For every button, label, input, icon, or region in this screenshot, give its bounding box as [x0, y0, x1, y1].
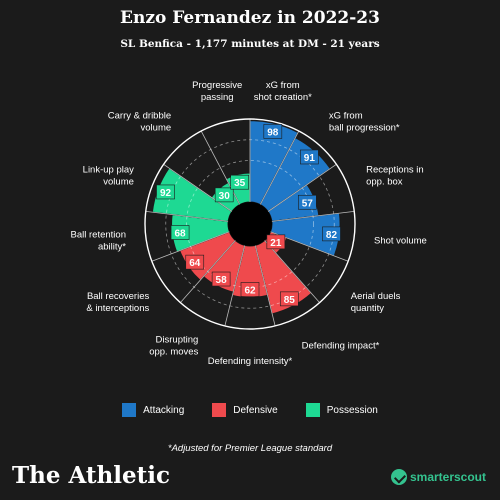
grid-spoke: [264, 240, 320, 303]
value-badge: [279, 291, 299, 307]
smarterscout-logo: smarterscout: [390, 469, 486, 485]
category-label-line: Receptions in: [366, 164, 424, 175]
category-label-line: & interceptions: [86, 303, 149, 314]
legend: Attacking Defensive Possession: [0, 403, 500, 417]
chart-title: Enzo Fernandez in 2022-23: [120, 8, 380, 28]
category-label-line: quantity: [351, 303, 385, 314]
value-badge: [298, 194, 317, 210]
category-label-line: Progressive: [192, 80, 242, 91]
category-label: Receptions in opp. box: [366, 164, 424, 187]
legend-swatch-defensive: [212, 403, 227, 417]
smarterscout-icon: [390, 469, 407, 485]
category-label-line: shot creation*: [254, 92, 312, 103]
the-athletic-logo: The Athletic: [12, 462, 171, 489]
value-badge: [322, 226, 341, 242]
grid-spoke: [180, 240, 236, 303]
category-label: Ball recoveries & interceptions: [86, 291, 149, 314]
category-label-line: volume: [103, 176, 134, 187]
value-badge: [240, 282, 260, 297]
legend-item-attacking: Attacking: [122, 403, 184, 417]
category-label-line: opp. moves: [149, 346, 198, 357]
category-label-line: passing: [201, 92, 234, 103]
category-label-line: xG from: [329, 110, 363, 121]
value-label: 82: [326, 230, 338, 241]
value-badge: [263, 124, 283, 139]
value-label: 98: [267, 127, 279, 138]
value-label: 30: [219, 191, 231, 202]
grid-spoke: [145, 210, 229, 222]
value-label: 68: [175, 228, 187, 239]
value-label: 92: [160, 188, 172, 199]
legend-swatch-attacking: [122, 403, 137, 417]
center-hole: [228, 202, 272, 246]
category-label-line: Ball retention: [71, 230, 126, 241]
category-label-line: Link-up play: [83, 164, 134, 175]
value-badge: [214, 187, 234, 203]
category-label-line: opp. box: [366, 176, 403, 187]
category-label-line: Defending impact*: [302, 340, 380, 351]
legend-item-possession: Possession: [305, 403, 378, 417]
category-label: xG from shot creation*: [254, 80, 312, 103]
category-label-line: volume: [141, 122, 172, 133]
category-label: Defending impact*: [302, 340, 380, 351]
category-label: Ball retention ability*: [71, 230, 127, 253]
category-label: Disrupting opp. moves: [149, 334, 198, 357]
value-badge: [300, 149, 319, 165]
value-badge: [230, 174, 249, 190]
legend-label-possession: Possession: [326, 404, 378, 416]
grid-spoke: [267, 164, 337, 212]
category-label: Defending intensity*: [208, 356, 293, 367]
category-label: xG from ball progression*: [329, 110, 400, 133]
value-label: 21: [270, 238, 282, 249]
value-label: 62: [244, 285, 256, 296]
category-label-line: Defending intensity*: [208, 356, 293, 367]
category-label-line: Ball recoveries: [87, 291, 150, 302]
category-label-line: Aerial duels: [351, 291, 401, 302]
legend-label-defensive: Defensive: [233, 404, 278, 416]
value-badge: [170, 225, 190, 240]
legend-label-attacking: Attacking: [143, 404, 185, 416]
value-label: 57: [302, 198, 314, 209]
chart-subtitle: SL Benfica - 1,177 minutes at DM - 21 ye…: [120, 38, 380, 50]
category-label-line: Shot volume: [374, 236, 427, 247]
value-label: 64: [189, 258, 201, 269]
grid-spoke: [224, 245, 246, 327]
grid-spoke: [259, 130, 300, 205]
category-label: Progressive passing: [192, 80, 242, 103]
value-label: 35: [234, 178, 246, 189]
category-label-line: Disrupting: [156, 334, 199, 345]
value-badge: [266, 234, 286, 250]
footnote: *Adjusted for Premier League standard: [167, 443, 333, 454]
grid-spoke: [271, 210, 355, 222]
category-label: Carry & dribble volume: [108, 110, 171, 133]
value-label: 58: [216, 275, 228, 286]
value-badge: [211, 271, 231, 287]
grid-spoke: [163, 164, 233, 212]
category-label-line: ability*: [98, 242, 126, 253]
category-label-line: ball progression*: [329, 122, 400, 133]
value-badge: [156, 184, 175, 200]
grid-ring: [186, 160, 314, 288]
category-label: Aerial duels quantity: [351, 291, 401, 314]
value-badge: [185, 254, 205, 270]
category-label: Shot volume: [374, 236, 427, 247]
grid-spoke: [254, 245, 276, 327]
legend-item-defensive: Defensive: [212, 403, 278, 417]
smarterscout-label: smarterscout: [409, 470, 486, 484]
grid-spoke: [151, 231, 230, 262]
category-label-line: Carry & dribble: [108, 110, 171, 121]
legend-swatch-possession: [305, 403, 320, 417]
category-label-line: xG from: [266, 80, 300, 91]
category-label: Link-up play volume: [83, 164, 134, 187]
value-label: 85: [284, 295, 296, 306]
value-label: 91: [304, 153, 316, 164]
